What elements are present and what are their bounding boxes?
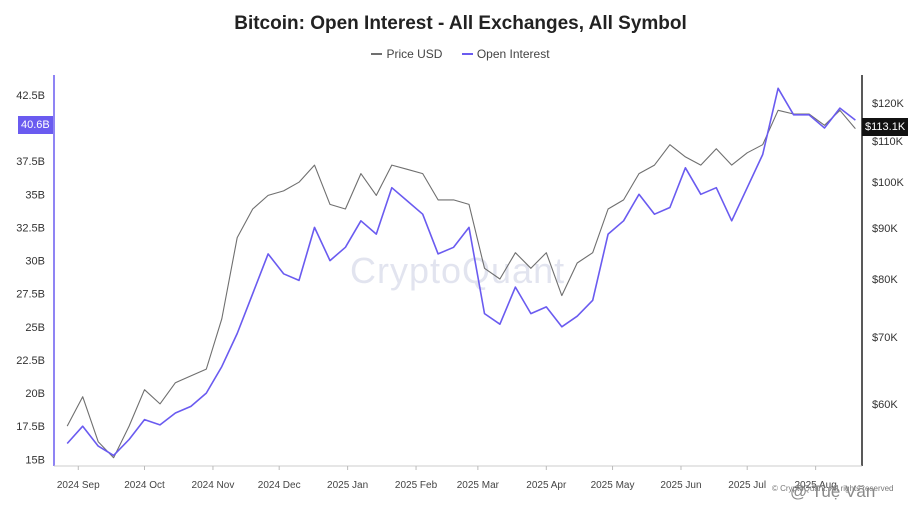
open-interest-line [66,87,856,457]
x-axis-tick-label: 2025 Feb [395,480,438,491]
left-axis-tick-label: 27.5B [16,289,45,301]
x-axis-tick-label: 2024 Nov [192,480,235,491]
right-axis-tick-label: $70K [872,332,898,344]
price-current-badge: $113.1K [862,118,909,136]
left-axis-tick-label: 30B [25,256,45,268]
labels-layer: 15B 17.5B 20B 22.5B 25B 27.5B 30B 32.5B 35B 37.5B… [16,90,904,491]
legend-label-open-interest: Open Interest [476,47,550,61]
copyright-text: © CryptoQuant. All rights reserved [772,484,894,493]
x-axis-tick-label: 2025 May [591,480,635,491]
chart-legend: Price USD Open Interest [0,44,921,61]
x-axis-tick-label: 2024 Oct [124,480,165,491]
series-layer [66,87,856,459]
left-axis-tick-label: 15B [25,454,45,466]
left-axis-tick-label: 37.5B [16,156,45,168]
left-axis-tick-label: 42.5B [16,90,45,102]
x-axis-tick-label: 2024 Dec [258,480,301,491]
chart-title: Bitcoin: Open Interest - All Exchanges, … [234,13,687,34]
right-axis-tick-label: $80K [872,274,898,286]
open-interest-current-badge: 40.6B [18,116,53,134]
x-axis-tick-label: 2025 Jan [327,480,368,491]
left-axis-tick-label: 25B [25,322,45,334]
x-axis-tick-label: 2025 Mar [457,480,500,491]
x-axis-tick-label: 2025 Jul [728,480,766,491]
legend-label-price: Price USD [386,47,443,61]
axes-layer [53,75,863,470]
x-axis-tick-label: 2024 Sep [57,480,100,491]
left-axis-tick-label: 32.5B [16,222,45,234]
right-axis-tick-label: $120K [872,98,904,110]
right-axis-tick-label: $110K [872,136,904,148]
legend-swatch-price [371,53,383,55]
price-line [66,109,856,459]
legend-item-price[interactable]: Price USD [371,47,442,61]
x-axis-tick-label: 2025 Apr [526,480,567,491]
x-axis-tick-label: 2025 Jun [660,480,701,491]
right-axis-tick-label: $60K [872,399,898,411]
x-axis-tick-label: 2025 Aug [795,480,837,491]
watermark: CryptoQuant [350,250,566,291]
left-axis-tick-label: 20B [25,388,45,400]
legend-swatch-open-interest [461,53,473,55]
right-axis-tick-label: $100K [872,177,904,189]
left-axis-tick-label: 22.5B [16,355,45,367]
left-axis-tick-label: 17.5B [16,421,45,433]
right-axis-tick-label: $90K [872,223,898,235]
credit-text: @ Tuệ Văn [790,482,876,501]
left-axis-tick-label: 35B [25,189,45,201]
legend-item-open-interest[interactable]: Open Interest [461,47,550,61]
